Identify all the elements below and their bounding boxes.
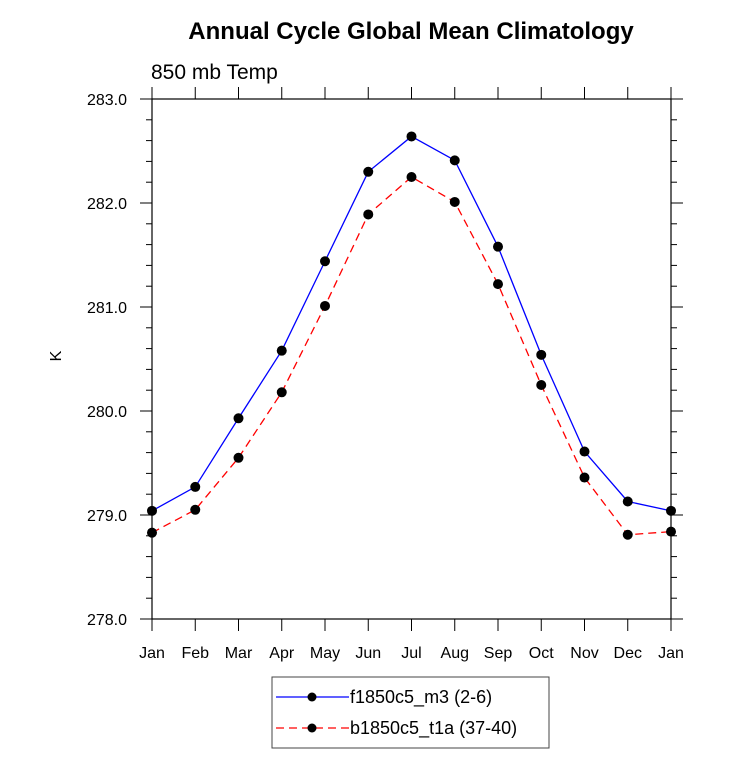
legend-marker-0 [307, 692, 317, 702]
data-point-series-1 [449, 196, 460, 207]
x-tick-label: Nov [570, 645, 598, 662]
data-point-series-1 [536, 380, 547, 390]
data-point-series-1 [320, 300, 330, 311]
legend-box [271, 676, 550, 749]
series-layer [147, 131, 676, 540]
y-tick-labels: 278.0 279.0 280.0 281.0 282.0 283.0 [87, 92, 127, 629]
data-point-series-1 [147, 527, 157, 538]
y-tick-label: 282.0 [87, 196, 127, 213]
legend-marker-1 [307, 723, 317, 733]
x-tick-label: Dec [614, 645, 642, 662]
data-point-series-1 [363, 209, 374, 220]
y-tick-label: 279.0 [87, 508, 127, 525]
data-point-series-0 [666, 505, 676, 516]
y-tick-label: 283.0 [87, 92, 127, 109]
x-tick-label: Jan [139, 645, 165, 662]
data-point-series-0 [449, 155, 460, 166]
x-tick-labels: Jan Feb Mar Apr May Jun Jul Aug Sep Oct Nov Dec Jan [139, 645, 684, 662]
data-point-series-0 [363, 166, 374, 177]
chart-subtitle: 850 mb Temp [151, 61, 278, 84]
data-point-series-0 [190, 481, 201, 492]
data-point-series-1 [622, 529, 633, 540]
data-point-series-1 [579, 472, 590, 483]
data-point-series-0 [579, 446, 590, 457]
data-point-series-1 [276, 387, 287, 398]
y-tick-label: 280.0 [87, 404, 127, 421]
x-tick-label: May [310, 645, 340, 662]
data-point-series-1 [190, 504, 201, 515]
y-tick-label: 278.0 [87, 612, 127, 629]
data-point-series-0 [493, 241, 503, 252]
chart-title: Annual Cycle Global Mean Climatology [188, 18, 634, 45]
x-tick-label: Mar [225, 645, 253, 662]
x-tick-label: Sep [484, 645, 513, 662]
data-point-series-0 [320, 256, 330, 267]
data-point-series-0 [147, 505, 157, 516]
x-tick-label: Oct [529, 645, 554, 662]
x-tick-label: Apr [269, 645, 295, 662]
data-point-series-0 [622, 496, 633, 507]
legend: f1850c5_m3 (2-6) b1850c5_t1a (37-40) [271, 676, 550, 749]
legend-label-0: f1850c5_m3 (2-6) [350, 687, 492, 708]
data-point-series-0 [406, 131, 417, 142]
x-tick-label: Jan [658, 645, 684, 662]
x-tick-label: Jul [401, 645, 421, 662]
y-tick-label: 281.0 [87, 300, 127, 317]
series-line-1 [151, 176, 672, 536]
series-line-0 [151, 135, 672, 512]
data-point-series-0 [276, 345, 287, 356]
x-tick-label: Feb [181, 645, 209, 662]
data-point-series-0 [536, 349, 547, 360]
data-point-series-1 [406, 172, 417, 182]
y-axis-label: K [48, 350, 65, 361]
data-point-series-1 [233, 452, 244, 463]
x-tick-label: Jun [355, 645, 381, 662]
data-point-series-1 [666, 526, 676, 537]
x-tick-label: Aug [441, 645, 469, 662]
data-point-series-0 [233, 413, 244, 424]
data-point-series-1 [493, 279, 503, 290]
axes [140, 87, 683, 631]
legend-label-1: b1850c5_t1a (37-40) [350, 718, 517, 739]
